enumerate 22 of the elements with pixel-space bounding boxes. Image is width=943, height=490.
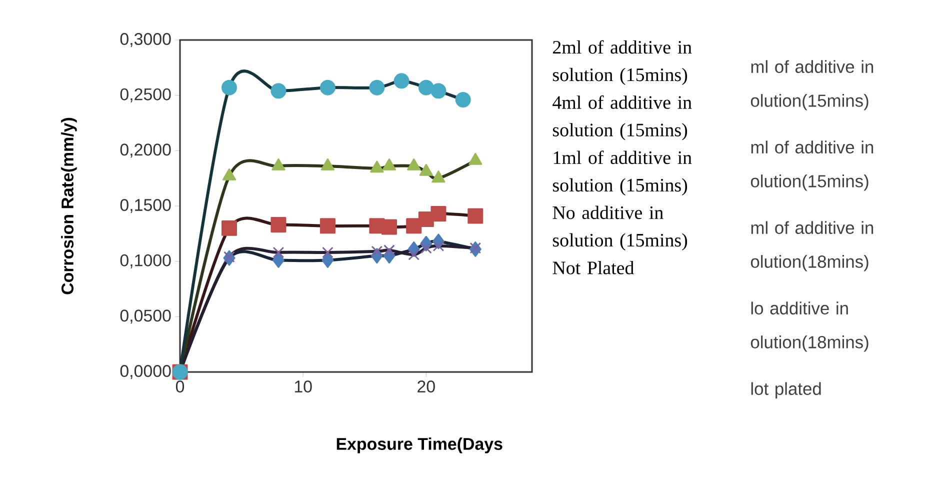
y-tick-label: 0,0500 <box>120 310 171 324</box>
y-tick-label: 0,3000 <box>120 32 171 47</box>
text: ml of additive in olution(15mins) <box>750 60 874 110</box>
x-axis-title: Exposure Time(Days <box>336 438 502 454</box>
text: No additive in solution (15mins) <box>552 206 688 250</box>
text: lot plated <box>751 382 821 398</box>
y-tick-label: 0,2000 <box>120 144 171 158</box>
x-tick-label: 20 <box>418 380 435 393</box>
x-tick-label: 10 <box>294 380 312 393</box>
text: ml of additive in olution(15mins) <box>750 140 874 191</box>
y-tick-label: 0,2500 <box>120 88 171 102</box>
text: 4ml of additive in solution (15mins) <box>552 95 692 140</box>
text: 1ml of additive in solution (15mins) <box>552 150 692 196</box>
text: Not Plated <box>552 260 634 274</box>
y-tick-label: 0,0000 <box>120 364 171 379</box>
y-axis-title: Corrosion Rate(mm/y) <box>61 118 77 294</box>
x-tick-label: 0 <box>176 380 184 393</box>
text: 2ml of additive in solution (15mins) <box>552 40 692 86</box>
text: ml of additive in olution(18mins) <box>750 221 874 272</box>
text: lo additive in olution(18mins) <box>750 302 868 352</box>
y-tick-label: 0,1500 <box>120 198 171 213</box>
y-tick-label: 0,1000 <box>120 254 171 268</box>
